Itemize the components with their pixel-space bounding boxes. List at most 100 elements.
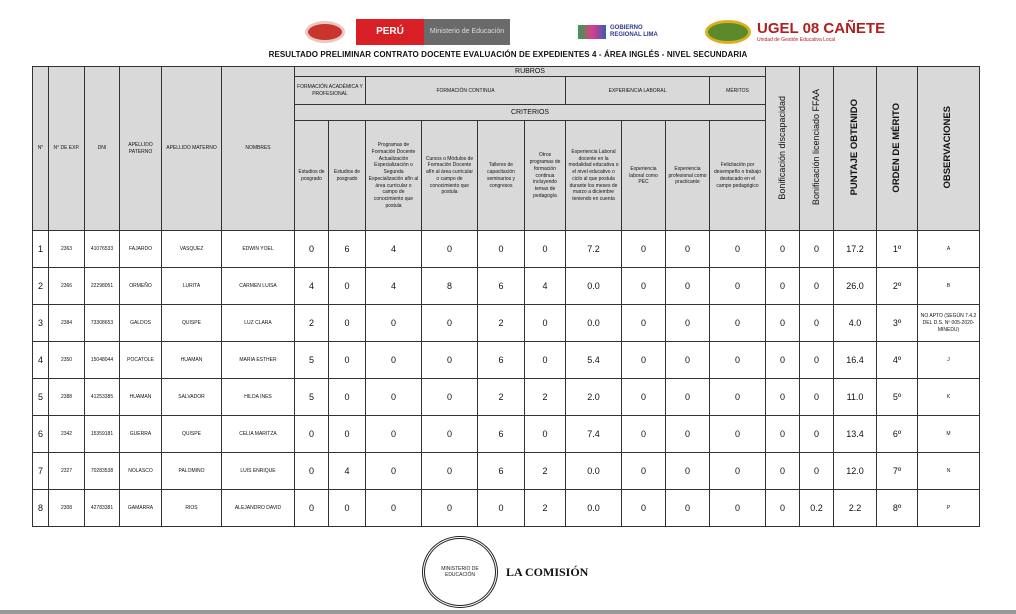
exp-cell: 2350	[48, 341, 85, 380]
ugel-title: UGEL 08 CAÑETE	[757, 20, 886, 38]
score-cell: 6	[477, 415, 525, 454]
ap-materno-cell: SALVADOR	[161, 378, 222, 417]
seal-text: MINISTERIO DE EDUCACIÓN	[441, 565, 479, 579]
score-cell: 6	[477, 452, 525, 491]
ap-paterno-cell: GAMARRA	[119, 489, 162, 528]
table-row: 4 2350 15048044 POCATOLE HUAMAN MARIA ESTHER 5…	[32, 341, 981, 380]
exp-cell: 2388	[48, 378, 85, 417]
criterion-header: Cursos o Módulos de Formación Docente af…	[421, 120, 478, 232]
score-cell: 2	[477, 378, 525, 417]
table-row: 7 2327 70283538 NOLASCO PALOMINO LUIS ENRIQUE…	[32, 452, 981, 491]
rubro-formacion-academica: FORMACIÓN ACADÉMICA Y PROFESIONAL	[294, 76, 366, 106]
score-cell: 0.0	[565, 489, 622, 528]
observaciones-cell: J	[917, 341, 981, 380]
score-cell: 0	[328, 267, 366, 306]
score-cell: 0	[665, 452, 710, 491]
puntaje-cell: 17.2	[833, 230, 878, 269]
signature-label: LA COMISIÓN	[506, 564, 589, 579]
ap-paterno-cell: FAJARDO	[119, 230, 162, 269]
score-cell: 0	[328, 378, 366, 417]
observaciones-cell: N	[917, 452, 981, 491]
criterion-header: Otros programas de formación continua in…	[524, 120, 566, 232]
score-cell: 0	[294, 489, 329, 528]
bon-discapacidad-cell: 0	[765, 304, 801, 343]
score-cell: 0	[328, 304, 366, 343]
dni-cell: 73308653	[84, 304, 120, 343]
score-cell: 0	[421, 230, 478, 269]
bon-discapacidad-cell: 0	[765, 378, 801, 417]
orden-cell: 4º	[876, 341, 919, 380]
nombres-cell: EDWIN YOEL	[221, 230, 295, 269]
col-bon-discapacidad: Bonificación discapacidad	[765, 65, 801, 232]
exp-cell: 2363	[48, 230, 85, 269]
score-cell: 0.0	[565, 452, 622, 491]
table-row: 3 2384 73308653 GALDOS QUISPE LUZ CLARA 2 0 0 0 2 0…	[32, 304, 981, 343]
score-cell: 0	[524, 341, 566, 380]
dni-cell: 70283538	[84, 452, 120, 491]
score-cell: 2	[524, 489, 566, 528]
bon-ffaa-cell: 0	[799, 378, 835, 417]
score-cell: 0	[621, 341, 666, 380]
score-cell: 0	[328, 415, 366, 454]
gobierno-regional-logo: GOBIERNO REGIONAL LIMA	[570, 18, 680, 46]
ap-materno-cell: VASQUEZ	[161, 230, 222, 269]
col-observaciones: OBSERVACIONES	[917, 65, 981, 232]
score-cell: 0	[708, 341, 767, 380]
table-row: 5 2388 41253385 HUAMAN SALVADOR HILDA INES 5 0 0…	[32, 378, 981, 417]
official-seal: MINISTERIO DE EDUCACIÓN	[422, 536, 498, 608]
score-cell: 4	[365, 230, 422, 269]
bon-discapacidad-cell: 0	[765, 452, 801, 491]
row-number: 6	[32, 415, 49, 454]
score-cell: 5	[294, 378, 329, 417]
score-cell: 0	[421, 378, 478, 417]
score-cell: 7.4	[565, 415, 622, 454]
ap-paterno-cell: GALDOS	[119, 304, 162, 343]
orden-cell: 7º	[876, 452, 919, 491]
score-cell: 5.4	[565, 341, 622, 380]
bon-ffaa-cell: 0	[799, 415, 835, 454]
page-title: RESULTADO PRELIMINAR CONTRATO DOCENTE EV…	[268, 50, 748, 59]
ap-materno-cell: PALOMINO	[161, 452, 222, 491]
ugel-subtitle: Unidad de Gestión Educativa Local	[757, 37, 836, 44]
score-cell: 0	[665, 489, 710, 528]
score-cell: 2	[477, 304, 525, 343]
peru-logo: PERÚ	[356, 19, 424, 45]
col-nombres: NOMBRES	[221, 65, 295, 232]
table-row: 2 2366 22298051 ORMEÑO LURITA CARMEN LUISA 4 0 4…	[32, 267, 981, 306]
ap-paterno-cell: HUAMAN	[119, 378, 162, 417]
table-row: 8 2308 42783381 GAMARRA RIOS ALEJANDRO DAVID 0…	[32, 489, 981, 528]
score-cell: 6	[328, 230, 366, 269]
score-cell: 0	[665, 230, 710, 269]
col-orden: ORDEN DE MÉRITO	[876, 65, 919, 232]
results-table: N° N° DE EXP. DNI APELLIDO PATERNO APELL…	[32, 65, 981, 528]
observaciones-cell: M	[917, 415, 981, 454]
criterion-header: Programas de Formación Docente Actualiza…	[365, 120, 422, 232]
gobierno-text: GOBIERNO REGIONAL LIMA	[610, 24, 658, 39]
observaciones-cell: P	[917, 489, 981, 528]
observaciones-cell: K	[917, 378, 981, 417]
score-cell: 0	[708, 378, 767, 417]
score-cell: 0	[665, 267, 710, 306]
table-row: 6 2342 15359181 GUERRA QUISPE CELIA MARITZA 0 0…	[32, 415, 981, 454]
header-logos: PERÚ Ministerio de Educación GOBIERNO RE…	[0, 18, 1016, 46]
rubro-experiencia-laboral: EXPERIENCIA LABORAL	[565, 76, 710, 106]
nombres-cell: ALEJANDRO DAVID	[221, 489, 295, 528]
dni-cell: 41253385	[84, 378, 120, 417]
dni-cell: 15048044	[84, 341, 120, 380]
score-cell: 2.0	[565, 378, 622, 417]
score-cell: 0	[665, 341, 710, 380]
ap-paterno-cell: ORMEÑO	[119, 267, 162, 306]
score-cell: 4	[524, 267, 566, 306]
nombres-cell: CARMEN LUISA	[221, 267, 295, 306]
score-cell: 0	[708, 489, 767, 528]
score-cell: 0	[524, 304, 566, 343]
ap-materno-cell: RIOS	[161, 489, 222, 528]
dni-cell: 42783381	[84, 489, 120, 528]
exp-cell: 2342	[48, 415, 85, 454]
bon-ffaa-cell: 0	[799, 452, 835, 491]
nombres-cell: HILDA INES	[221, 378, 295, 417]
col-puntaje: PUNTAJE OBTENIDO	[833, 65, 878, 232]
bon-ffaa-cell: 0	[799, 267, 835, 306]
row-number: 3	[32, 304, 49, 343]
dni-cell: 41076533	[84, 230, 120, 269]
